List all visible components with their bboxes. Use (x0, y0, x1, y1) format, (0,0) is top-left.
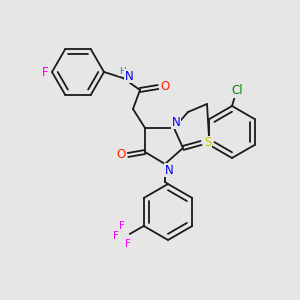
Text: H: H (118, 67, 125, 76)
Text: N: N (124, 70, 134, 83)
Text: N: N (165, 164, 173, 176)
Text: Cl: Cl (231, 85, 243, 98)
Text: F: F (42, 65, 48, 79)
Text: O: O (116, 148, 126, 160)
Text: F: F (119, 221, 125, 231)
Text: S: S (204, 136, 212, 149)
Text: F: F (125, 239, 131, 249)
Text: O: O (160, 80, 169, 92)
Text: F: F (113, 231, 119, 241)
Text: N: N (172, 116, 180, 128)
